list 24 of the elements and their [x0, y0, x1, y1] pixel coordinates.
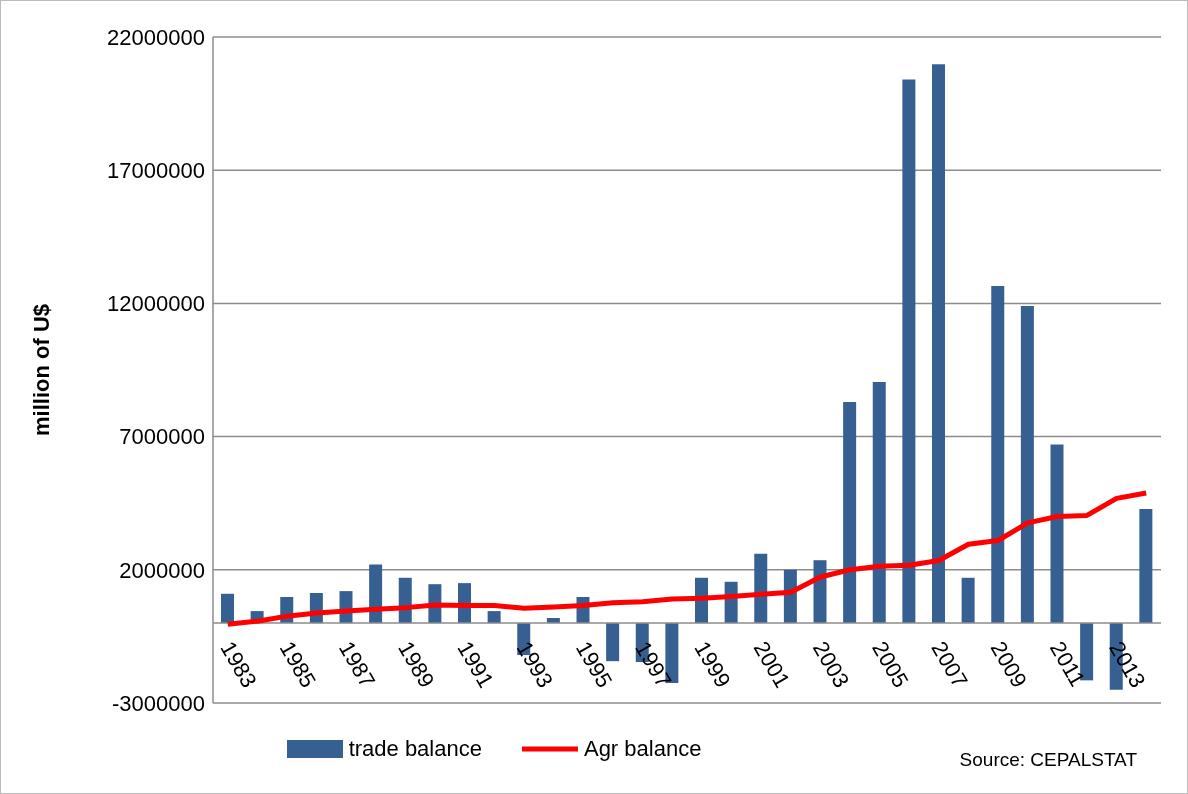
bar — [221, 593, 234, 624]
bar — [813, 560, 827, 624]
bar — [487, 611, 501, 624]
bar — [369, 564, 383, 624]
bar — [1139, 509, 1153, 624]
legend-label: trade balance — [348, 736, 482, 762]
bar — [932, 64, 945, 624]
y-tick-label: -3000000 — [112, 690, 205, 716]
y-tick-label: 22000000 — [107, 24, 205, 50]
y-tick-label: 12000000 — [107, 291, 205, 317]
y-axis-title: million of U$ — [28, 304, 54, 436]
bar — [961, 577, 975, 624]
bar — [754, 553, 768, 624]
bar — [1020, 306, 1034, 624]
y-tick-label: 7000000 — [119, 424, 205, 450]
bar — [843, 401, 857, 624]
bar — [872, 381, 886, 624]
bar — [1050, 444, 1064, 624]
bar — [902, 79, 916, 624]
legend-label: Agr balance — [583, 736, 702, 762]
bar — [991, 286, 1005, 624]
source-note: Source: CEPALSTAT — [959, 749, 1137, 771]
y-tick-label: 2000000 — [119, 557, 205, 583]
y-tick-label: 17000000 — [107, 158, 205, 184]
